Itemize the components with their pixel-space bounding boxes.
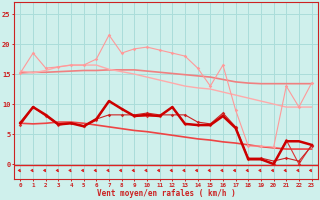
X-axis label: Vent moyen/en rafales ( km/h ): Vent moyen/en rafales ( km/h ) [97, 189, 236, 198]
